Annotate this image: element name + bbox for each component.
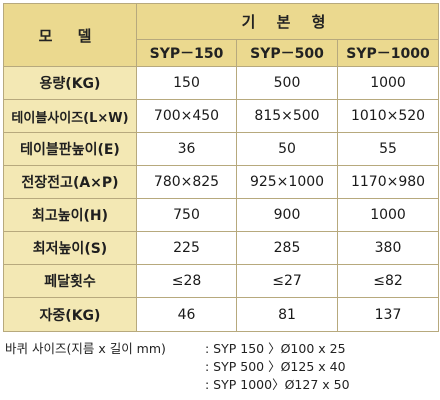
table-row: 페달횟수 ≤28 ≤27 ≤82	[4, 265, 439, 298]
row-label: 테이블사이즈(L×W)	[4, 100, 137, 133]
table-cell: 750	[137, 199, 237, 232]
table-cell: ≤27	[237, 265, 338, 298]
table-cell: 285	[237, 232, 338, 265]
table-cell: 150	[137, 67, 237, 100]
model-corner-header: 모 델	[4, 4, 137, 67]
row-label: 용량(KG)	[4, 67, 137, 100]
model-header: SYP－1000	[338, 40, 439, 67]
table-cell: 36	[137, 133, 237, 166]
table-row: 자중(KG) 46 81 137	[4, 298, 439, 331]
row-label: 자중(KG)	[4, 298, 137, 331]
table-cell: 1170×980	[338, 166, 439, 199]
table-row: 전장전고(A×P) 780×825 925×1000 1170×980	[4, 166, 439, 199]
wheel-size-entry: : SYP 150 〉Ø100 x 25	[205, 341, 346, 356]
model-header-row: SYP－150 SYP－500 SYP－1000	[4, 40, 439, 67]
table-cell: 137	[338, 298, 439, 331]
table-row: 용량(KG) 150 500 1000	[4, 67, 439, 100]
row-label: 테이블판높이(E)	[4, 133, 137, 166]
table-cell: 46	[137, 298, 237, 331]
table-header-row: 모 델 기 본 형	[4, 4, 439, 67]
table-cell: 50	[237, 133, 338, 166]
table-cell: 780×825	[137, 166, 237, 199]
table-cell: 925×1000	[237, 166, 338, 199]
table-row: 최저높이(S) 225 285 380	[4, 232, 439, 265]
table-cell: 1000	[338, 67, 439, 100]
wheel-size-entry: : SYP 1000〉Ø127 x 50	[205, 377, 350, 392]
model-header: SYP－500	[237, 40, 338, 67]
table-cell: ≤28	[137, 265, 237, 298]
table-cell: 380	[338, 232, 439, 265]
table-cell: 81	[237, 298, 338, 331]
row-label: 최저높이(S)	[4, 232, 137, 265]
table-cell: 225	[137, 232, 237, 265]
table-row: 테이블판높이(E) 36 50 55	[4, 133, 439, 166]
model-header: SYP－150	[137, 40, 237, 67]
table-cell: 1000	[338, 199, 439, 232]
table-cell: 500	[237, 67, 338, 100]
table-cell: 900	[237, 199, 338, 232]
basic-type-header: 기 본 형	[137, 4, 439, 40]
table-cell: 1010×520	[338, 100, 439, 133]
table-cell: 700×450	[137, 100, 237, 133]
table-cell: ≤82	[338, 265, 439, 298]
table-cell: 815×500	[237, 100, 338, 133]
row-label: 최고높이(H)	[4, 199, 137, 232]
wheel-size-entry: : SYP 500 〉Ø125 x 40	[205, 359, 346, 374]
table-row: 테이블사이즈(L×W) 700×450 815×500 1010×520	[4, 100, 439, 133]
row-label: 전장전고(A×P)	[4, 166, 137, 199]
table-row: 최고높이(H) 750 900 1000	[4, 199, 439, 232]
table-cell: 55	[338, 133, 439, 166]
wheel-size-label: 바퀴 사이즈(지름 x 길이 mm)	[5, 341, 166, 356]
row-label: 페달횟수	[4, 265, 137, 298]
spec-table: 모 델 기 본 형 SYP－150 SYP－500 SYP－1000 용량(KG…	[3, 3, 440, 332]
